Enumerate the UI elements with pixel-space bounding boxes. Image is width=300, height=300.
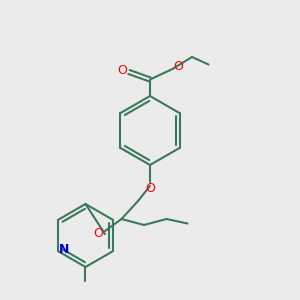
Text: N: N	[58, 243, 69, 256]
Text: O: O	[145, 182, 155, 195]
Text: O: O	[118, 64, 127, 77]
Text: O: O	[173, 60, 183, 73]
Text: O: O	[94, 227, 103, 240]
